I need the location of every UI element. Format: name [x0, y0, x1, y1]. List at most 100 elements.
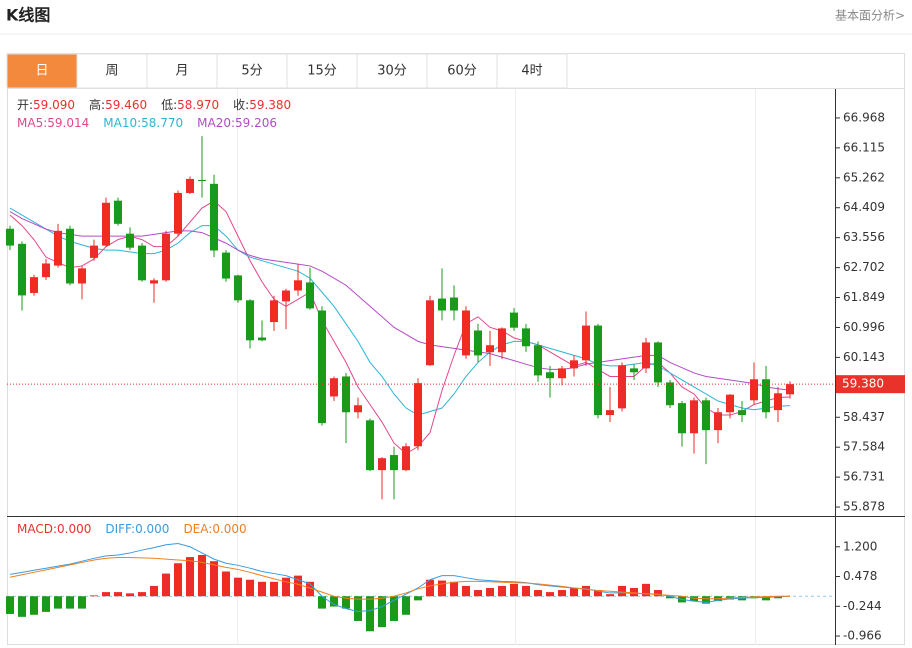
- macd-bar: [342, 596, 350, 609]
- macd-bar: [774, 596, 782, 599]
- macd-bar: [654, 590, 662, 597]
- macd-bar: [114, 592, 122, 597]
- macd-bar: [102, 592, 110, 597]
- macd-bar: [162, 573, 170, 597]
- candle-body: [78, 268, 86, 284]
- readout-label: MA10:: [103, 116, 141, 130]
- tab[interactable]: [356, 53, 428, 89]
- candle-body: [702, 400, 710, 431]
- readout-value: 0.000: [212, 522, 246, 536]
- readout-label: 收:: [233, 98, 249, 112]
- candle-body: [690, 400, 698, 434]
- line: [9, 542, 791, 612]
- tab-label: 月: [175, 64, 188, 79]
- macd-bar: [246, 579, 254, 597]
- readout-value: 58.770: [141, 116, 183, 130]
- readout-label: MA20:: [197, 116, 235, 130]
- readout-value: 59.014: [47, 116, 89, 130]
- y-tick-label: 0.478: [843, 569, 877, 583]
- tab[interactable]: [286, 53, 358, 89]
- readout-value: 59.206: [235, 116, 277, 130]
- candle-body: [54, 230, 62, 266]
- candle-body: [534, 345, 542, 376]
- readout-label: MA5:: [17, 116, 47, 130]
- y-tick-label: 61.849: [843, 290, 885, 304]
- candle-body: [558, 368, 566, 379]
- candle-body: [354, 405, 362, 413]
- macd-bar: [438, 580, 446, 597]
- macd-bar: [294, 575, 302, 597]
- candle-body: [426, 300, 434, 366]
- candle-body: [630, 368, 638, 373]
- readout-label: DEA:: [183, 522, 212, 536]
- tab[interactable]: [216, 53, 288, 89]
- candle-body: [234, 275, 242, 301]
- macd-bar: [474, 590, 482, 597]
- candle-body: [222, 252, 230, 279]
- candle-body: [18, 243, 26, 296]
- candle-body: [522, 328, 530, 347]
- macd-bar: [378, 596, 386, 628]
- macd-bar: [282, 577, 290, 597]
- macd-bar: [18, 596, 26, 617]
- y-tick-label: 65.262: [843, 170, 885, 184]
- macd-bar: [498, 585, 506, 597]
- macd-bar: [702, 596, 710, 604]
- macd-bar: [126, 593, 134, 597]
- candle-body: [318, 310, 326, 424]
- macd-bar: [354, 596, 362, 621]
- candle-body: [330, 378, 338, 397]
- candle-body: [138, 245, 146, 281]
- candle-body: [30, 277, 38, 293]
- candle-body: [546, 372, 554, 379]
- tab[interactable]: [496, 53, 568, 89]
- y-tick-label: 60.143: [843, 350, 885, 364]
- macd-bar: [402, 596, 410, 615]
- candle-body: [498, 328, 506, 353]
- candle-body: [210, 183, 218, 251]
- analysis-link[interactable]: 基本面分析>: [835, 9, 905, 23]
- candle-body: [66, 228, 74, 284]
- candle-body: [642, 342, 650, 369]
- macd-bar: [390, 596, 398, 621]
- readout-label: 高:: [89, 97, 105, 112]
- last-price-label: 59.380: [842, 377, 884, 391]
- candle-body: [366, 420, 374, 471]
- y-tick-label: 66.115: [843, 140, 885, 154]
- candle-body: [114, 200, 122, 224]
- y-tick-label: 1.200: [843, 539, 877, 553]
- candle-body: [282, 290, 290, 302]
- macd-bar: [546, 592, 554, 597]
- macd-bar: [558, 590, 566, 597]
- page-title: K线图: [6, 6, 50, 25]
- candle-body: [678, 403, 686, 434]
- readout-value: 59.090: [33, 98, 75, 112]
- candle-body: [510, 312, 518, 328]
- plot: 66.968 66.115 65.262 64.409 63.556 62.702 61.8…: [6, 97, 905, 643]
- candle-body: [438, 298, 446, 311]
- macd-bar: [630, 587, 638, 597]
- macd-bar: [522, 585, 530, 597]
- candle-body: [402, 446, 410, 471]
- tab[interactable]: [6, 53, 78, 89]
- macd-bar: [594, 590, 602, 597]
- macd-bar: [258, 581, 266, 597]
- macd-bar: [66, 596, 74, 609]
- readout-value: 59.380: [249, 98, 291, 112]
- readout-label: 开:: [17, 98, 33, 112]
- macd-bar: [462, 585, 470, 597]
- tab[interactable]: [426, 53, 498, 89]
- tab[interactable]: [146, 53, 218, 89]
- macd-bar: [270, 581, 278, 597]
- macd-bar: [234, 577, 242, 597]
- readout-label: DIFF:: [105, 522, 135, 536]
- macd-bar: [582, 585, 590, 597]
- readout: MACD:0.000 DIFF:0.000 DEA:0.000: [17, 522, 247, 536]
- macd-bar: [414, 596, 422, 601]
- macd-bar: [138, 592, 146, 597]
- tab-bar: 日 周 月 5分 15分 30分 60分 4时: [6, 53, 568, 89]
- macd-bar: [150, 585, 158, 597]
- y-tick-label: 63.556: [843, 230, 885, 244]
- y-tick-label: 57.584: [843, 440, 885, 454]
